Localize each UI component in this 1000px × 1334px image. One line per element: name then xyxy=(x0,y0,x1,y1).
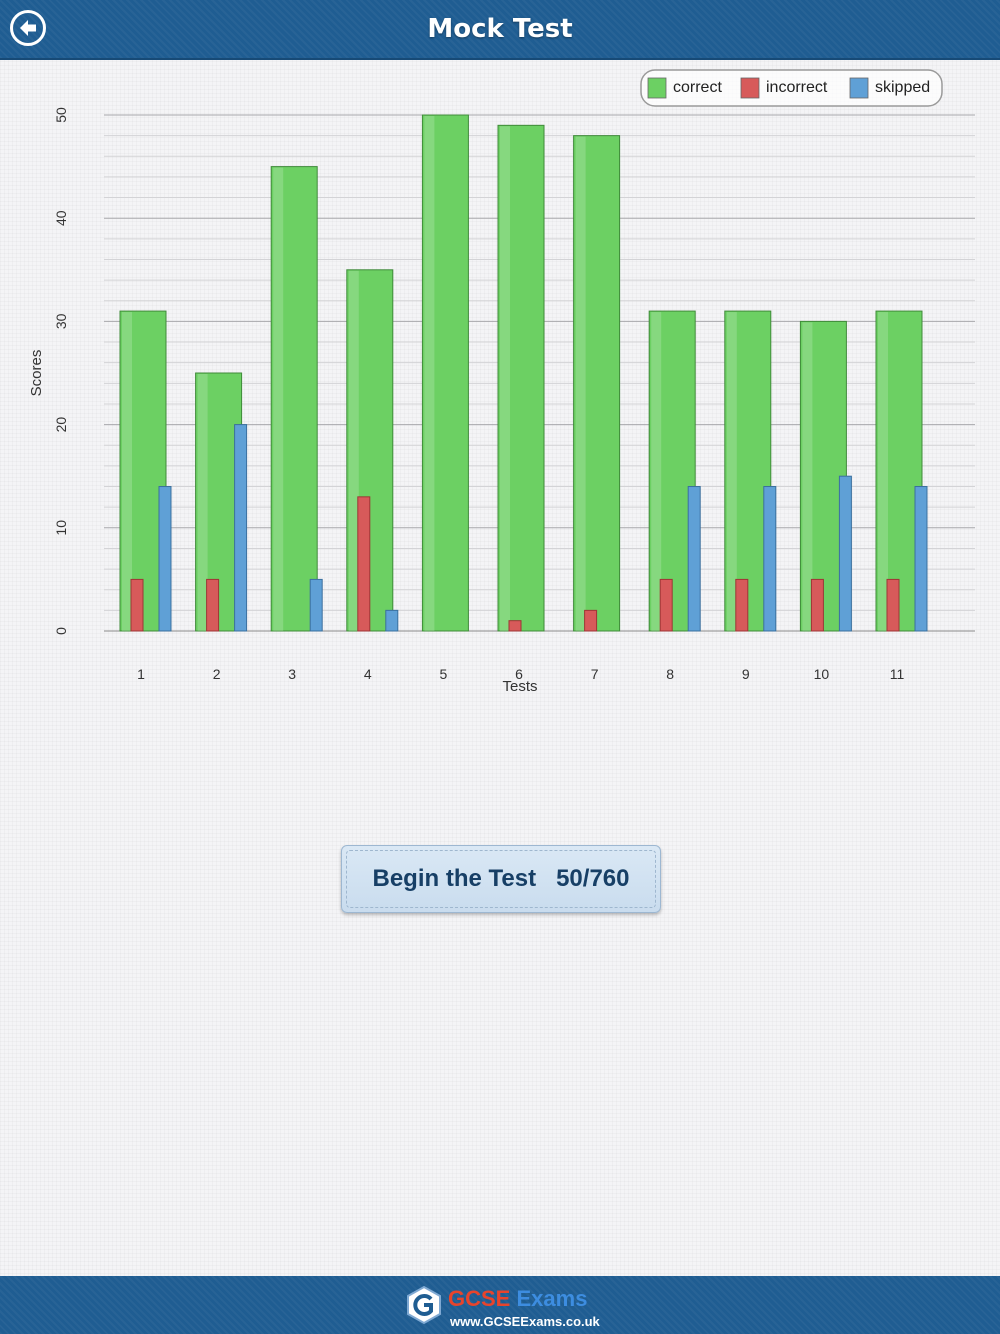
bar-correct xyxy=(724,310,772,632)
y-tick-label: 0 xyxy=(53,627,69,635)
bar-correct xyxy=(573,135,621,632)
legend-label-incorrect: incorrect xyxy=(766,79,828,96)
bar-skipped xyxy=(914,486,928,632)
y-tick-label: 30 xyxy=(53,313,69,329)
bar-correct-highlight xyxy=(651,312,662,631)
bar-correct-highlight xyxy=(802,322,813,631)
bar-skipped xyxy=(763,486,777,632)
legend-swatch-correct xyxy=(647,77,667,99)
x-axis-label: Tests xyxy=(502,678,537,695)
bar-incorrect xyxy=(508,620,522,632)
legend-swatch-skipped xyxy=(849,77,869,99)
bar-correct xyxy=(875,310,923,632)
x-tick-label: 8 xyxy=(666,666,674,682)
bar-correct xyxy=(497,124,545,632)
bar-incorrect xyxy=(735,578,749,632)
legend-swatch-incorrect xyxy=(740,77,760,99)
x-tick-label: 1 xyxy=(137,666,145,682)
bar-correct xyxy=(119,310,167,632)
back-button[interactable] xyxy=(10,10,46,46)
bar-correct-highlight xyxy=(122,312,132,631)
bar-skipped xyxy=(158,486,172,632)
logo-url: www.GCSEExams.co.uk xyxy=(450,1314,600,1329)
legend-label-skipped: skipped xyxy=(875,79,930,96)
score-chart: 0 10 20 30 40 50 Scores 1 2 3 4 5 6 7 8 9 10 11 Tests corre… xyxy=(0,60,1000,710)
x-tick-label: 4 xyxy=(364,666,372,682)
bar-skipped xyxy=(838,475,852,632)
bar-incorrect xyxy=(584,609,598,632)
x-tick-label: 2 xyxy=(213,666,221,682)
bar-skipped xyxy=(234,424,248,632)
x-tick-label: 5 xyxy=(440,666,448,682)
bar-correct-highlight xyxy=(273,167,284,631)
bar-correct-highlight xyxy=(575,136,586,631)
logo-brand-primary: GCSE xyxy=(448,1286,511,1311)
bar-correct xyxy=(421,114,469,632)
back-arrow-icon xyxy=(20,20,36,36)
x-tick-label: 9 xyxy=(742,666,750,682)
logo-brand-secondary: Exams xyxy=(516,1286,588,1311)
bar-incorrect xyxy=(357,496,371,632)
y-tick-label: 10 xyxy=(53,520,69,536)
bar-correct-highlight xyxy=(878,312,888,631)
x-tick-label: 7 xyxy=(591,666,599,682)
bar-incorrect xyxy=(206,578,220,632)
bar-correct-highlight xyxy=(197,374,208,631)
bar-incorrect xyxy=(130,578,144,632)
x-tick-label: 6 xyxy=(515,666,523,682)
bar-correct-highlight xyxy=(348,270,359,631)
bar-incorrect xyxy=(886,578,900,632)
bar-incorrect xyxy=(659,578,673,632)
y-tick-label: 50 xyxy=(53,107,69,123)
page-title: Mock Test xyxy=(427,14,573,44)
y-tick-label: 40 xyxy=(53,210,69,226)
logo-brand: GCSE Exams xyxy=(448,1286,587,1312)
begin-test-label: Begin the Test 50/760 xyxy=(372,865,630,892)
bar-correct-highlight xyxy=(424,116,435,631)
bar-correct-highlight xyxy=(500,126,510,631)
x-tick-label: 3 xyxy=(288,666,296,682)
gcse-logo-icon xyxy=(407,1285,441,1325)
x-tick-label: 10 xyxy=(814,666,830,682)
legend-label-correct: correct xyxy=(673,79,722,96)
footer-bar: GCSE Exams www.GCSEExams.co.uk xyxy=(0,1276,1000,1334)
bar-incorrect xyxy=(810,578,824,632)
chart-svg: 0 10 20 30 40 50 Scores 1 2 3 4 5 6 7 8 9 10 11 Tests corre… xyxy=(28,69,975,695)
header-bar: Mock Test xyxy=(0,0,1000,60)
bar-skipped xyxy=(385,609,399,632)
y-tick-label: 20 xyxy=(53,417,69,433)
y-axis-label: Scores xyxy=(28,350,45,397)
x-tick-label: 11 xyxy=(890,666,905,682)
bar-skipped xyxy=(309,578,323,632)
bar-correct-highlight xyxy=(726,312,737,631)
bar-correct xyxy=(270,166,318,632)
bar-skipped xyxy=(687,486,701,632)
begin-button-border xyxy=(346,850,656,908)
begin-test-button[interactable]: Begin the Test 50/760 xyxy=(341,845,661,913)
